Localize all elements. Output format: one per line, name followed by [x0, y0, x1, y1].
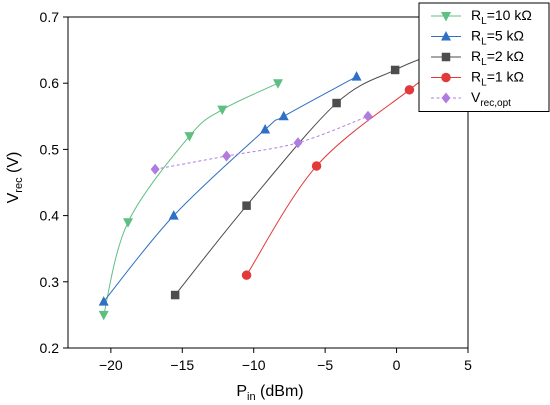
series-3-point-4 [390, 65, 400, 75]
legend-marker-5 [441, 92, 451, 104]
legend-marker-4 [441, 72, 451, 83]
y-tick-label-6: 0.7 [40, 9, 60, 25]
series-2-point-4 [278, 110, 289, 121]
y-axis-title: Vrec (V) [5, 152, 25, 204]
y-tick-label-4: 0.5 [40, 141, 60, 157]
series-3-point-3 [332, 98, 341, 108]
series-3-point-1 [170, 290, 180, 300]
series-2-point-1 [98, 296, 109, 306]
series-1-point-3 [184, 132, 195, 142]
axes: −20 −15 −10 −5 0 5 0.2 0.3 0.4 0.5 0.6 0.7 Pin (dBm)… [5, 9, 472, 403]
x-tick-label-3: −10 [242, 357, 266, 373]
x-tick-label-4: −5 [317, 357, 333, 373]
legend-marker-2 [441, 31, 451, 41]
legend-entry-3: RL=2 kΩ [471, 48, 524, 68]
series-3-point-2 [242, 201, 251, 210]
legend-entry-1: RL=10 kΩ [471, 7, 532, 27]
plot-area [98, 52, 433, 321]
series-1-point-1 [98, 310, 109, 321]
series-line-1 [103, 82, 279, 316]
series-1-point-4 [217, 105, 228, 116]
y-tick-label-1: 0.2 [40, 340, 60, 356]
series-1-point-5 [273, 79, 283, 89]
legend-marker-3 [441, 52, 451, 62]
plot-frame [67, 16, 469, 349]
legend-marker-1 [441, 12, 451, 22]
series-1-point-2 [123, 218, 133, 228]
x-tick-label-1: −20 [99, 357, 123, 373]
series-5-point-2 [222, 150, 232, 162]
series-5-point-1 [150, 163, 160, 175]
legend-entry-4: RL=1 kΩ [471, 69, 524, 89]
x-axis-title: Pin (dBm) [236, 383, 303, 403]
series-5-point-4 [363, 110, 373, 122]
legend-entry-2: RL=5 kΩ [471, 28, 524, 48]
series-line-2 [103, 76, 357, 302]
legend-entry-5: Vrec,opt [471, 89, 511, 109]
series-line-5 [155, 115, 369, 170]
x-tick-label-6: 5 [464, 357, 472, 373]
x-tick-label-2: −15 [170, 357, 194, 373]
series-4-point-1 [241, 270, 252, 280]
y-tick-label-3: 0.4 [40, 208, 60, 224]
y-tick-label-5: 0.6 [40, 75, 60, 91]
y-tick-label-2: 0.3 [40, 274, 60, 290]
series-2-point-2 [168, 210, 179, 220]
series-5-point-3 [293, 137, 303, 149]
series-line-3 [174, 56, 427, 296]
series-2-point-3 [260, 124, 271, 134]
x-tick-label-5: 0 [393, 357, 401, 373]
series-4-point-2 [311, 161, 322, 171]
series-2-point-5 [351, 71, 362, 81]
series-4-point-3 [404, 85, 415, 95]
